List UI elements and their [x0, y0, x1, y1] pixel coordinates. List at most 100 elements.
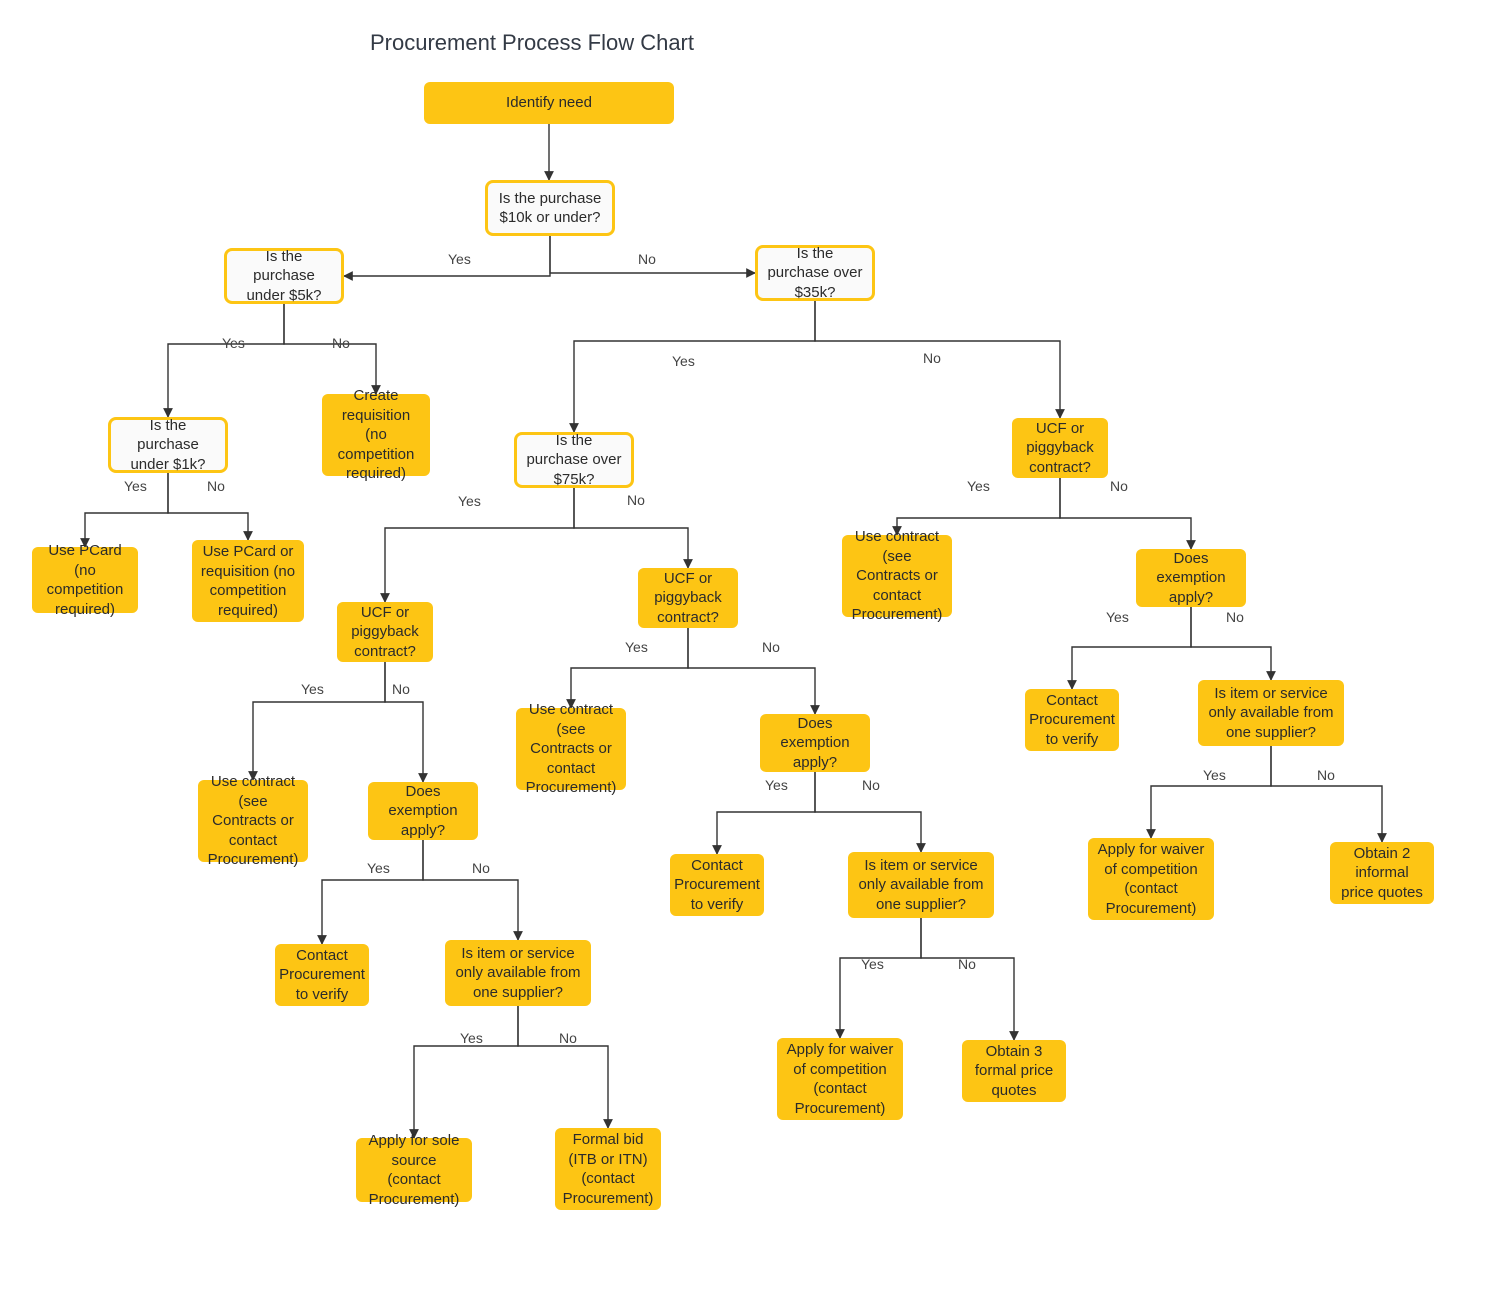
edges-layer	[20, 20, 1500, 1272]
flow-node-label: Is item or service only available from o…	[453, 944, 583, 1003]
flow-node-label: Is the purchase under $5k?	[235, 247, 333, 306]
flow-node-label: Identify need	[506, 93, 592, 113]
flow-node-label: Does exemption apply?	[1144, 549, 1238, 608]
edge-label-n14-n19: Yes	[1106, 609, 1129, 625]
edge-label-n11-n16: No	[392, 681, 410, 697]
edge-label-n14-n20: No	[1226, 609, 1244, 625]
flow-node-label: Does exemption apply?	[768, 714, 862, 773]
flow-node-n10: UCF or piggyback contract?	[1012, 418, 1108, 478]
flow-node-n11: UCF or piggyback contract?	[337, 602, 433, 662]
edge-n11-n16	[385, 662, 423, 782]
edge-label-n24-n28: No	[958, 956, 976, 972]
flow-node-n18: Does exemption apply?	[760, 714, 870, 772]
edge-n20-n26	[1271, 746, 1382, 842]
edge-label-n20-n26: No	[1317, 767, 1335, 783]
edge-label-n18-n23: Yes	[765, 777, 788, 793]
edge-n3-n5	[168, 304, 284, 417]
flow-node-label: Use contract (see Contracts or contact P…	[206, 772, 300, 870]
edge-label-n12-n17: Yes	[625, 639, 648, 655]
flow-node-label: Use contract (see Contracts or contact P…	[850, 527, 944, 625]
flow-node-n21: Contact Procurement to verify	[275, 944, 369, 1006]
flow-node-label: Is item or service only available from o…	[856, 856, 986, 915]
flow-node-label: Apply for waiver of competition (contact…	[785, 1040, 895, 1118]
flow-node-n8: Use PCard or requisition (no competition…	[192, 540, 304, 622]
edge-n3-n6	[284, 304, 376, 394]
flow-node-n26: Obtain 2 informal price quotes	[1330, 842, 1434, 904]
edge-n16-n22	[423, 840, 518, 940]
flow-node-n3: Is the purchase under $5k?	[224, 248, 344, 304]
flow-node-n15: Use contract (see Contracts or contact P…	[198, 780, 308, 862]
flow-node-n16: Does exemption apply?	[368, 782, 478, 840]
edge-label-n20-n25: Yes	[1203, 767, 1226, 783]
edge-label-n9-n11: Yes	[458, 493, 481, 509]
flow-node-n4: Is the purchase over $35k?	[755, 245, 875, 301]
edge-label-n18-n24: No	[862, 777, 880, 793]
flow-node-label: Formal bid (ITB or ITN) (contact Procure…	[563, 1130, 654, 1208]
flow-node-label: Contact Procurement to verify	[279, 946, 365, 1005]
flow-node-label: Contact Procurement to verify	[674, 856, 760, 915]
edge-label-n16-n22: No	[472, 860, 490, 876]
flow-node-label: Contact Procurement to verify	[1029, 691, 1115, 750]
flow-node-n6: Create requisition (no competition requi…	[322, 394, 430, 476]
flow-node-label: Use PCard (no competition required)	[40, 541, 130, 619]
edge-n12-n18	[688, 628, 815, 714]
edge-label-n22-n30: No	[559, 1030, 577, 1046]
flow-node-label: Use contract (see Contracts or contact P…	[524, 700, 618, 798]
flow-node-label: Is the purchase $10k or under?	[496, 189, 604, 228]
edge-n14-n19	[1072, 607, 1191, 689]
flow-node-n25: Apply for waiver of competition (contact…	[1088, 838, 1214, 920]
edge-n24-n28	[921, 918, 1014, 1040]
edge-label-n2-n3: Yes	[448, 251, 471, 267]
flow-node-label: Is the purchase under $1k?	[119, 416, 217, 475]
edge-label-n12-n18: No	[762, 639, 780, 655]
edge-label-n4-n9: Yes	[672, 353, 695, 369]
flow-node-label: Is the purchase over $35k?	[766, 244, 864, 303]
flowchart-canvas: Procurement Process Flow Chart Identify …	[20, 20, 1500, 1272]
edge-label-n5-n8: No	[207, 478, 225, 494]
edge-n11-n15	[253, 662, 385, 780]
edge-label-n24-n27: Yes	[861, 956, 884, 972]
edge-label-n3-n5: Yes	[222, 335, 245, 351]
flow-node-n17: Use contract (see Contracts or contact P…	[516, 708, 626, 790]
flow-node-n12: UCF or piggyback contract?	[638, 568, 738, 628]
flow-node-n20: Is item or service only available from o…	[1198, 680, 1344, 746]
flow-node-label: Is item or service only available from o…	[1206, 684, 1336, 743]
flow-node-n27: Apply for waiver of competition (contact…	[777, 1038, 903, 1120]
flow-node-n28: Obtain 3 formal price quotes	[962, 1040, 1066, 1102]
flow-node-n14: Does exemption apply?	[1136, 549, 1246, 607]
edge-label-n4-n10: No	[923, 350, 941, 366]
edge-n2-n3	[344, 236, 550, 276]
edge-label-n9-n12: No	[627, 492, 645, 508]
flow-node-n9: Is the purchase over $75k?	[514, 432, 634, 488]
flow-node-n1: Identify need	[424, 82, 674, 124]
flow-node-n2: Is the purchase $10k or under?	[485, 180, 615, 236]
flow-node-label: UCF or piggyback contract?	[345, 603, 425, 662]
edge-label-n10-n14: No	[1110, 478, 1128, 494]
chart-title: Procurement Process Flow Chart	[370, 30, 694, 56]
edge-label-n3-n6: No	[332, 335, 350, 351]
flow-node-label: Is the purchase over $75k?	[525, 431, 623, 490]
edge-label-n10-n13: Yes	[967, 478, 990, 494]
edge-label-n2-n4: No	[638, 251, 656, 267]
flow-node-n29: Apply for sole source (contact Procureme…	[356, 1138, 472, 1202]
flow-node-label: UCF or piggyback contract?	[1020, 419, 1100, 478]
flow-node-n23: Contact Procurement to verify	[670, 854, 764, 916]
edge-label-n22-n29: Yes	[460, 1030, 483, 1046]
flow-node-label: Create requisition (no competition requi…	[330, 386, 422, 484]
flow-node-label: Apply for sole source (contact Procureme…	[364, 1131, 464, 1209]
flow-node-n24: Is item or service only available from o…	[848, 852, 994, 918]
flow-node-label: Use PCard or requisition (no competition…	[200, 542, 296, 620]
edge-n22-n30	[518, 1006, 608, 1128]
edge-label-n5-n7: Yes	[124, 478, 147, 494]
flow-node-label: Obtain 2 informal price quotes	[1338, 844, 1426, 903]
edge-n16-n21	[322, 840, 423, 944]
edge-n24-n27	[840, 918, 921, 1038]
flow-node-label: Obtain 3 formal price quotes	[970, 1042, 1058, 1101]
edge-n22-n29	[414, 1006, 518, 1138]
flow-node-label: Apply for waiver of competition (contact…	[1096, 840, 1206, 918]
edge-label-n16-n21: Yes	[367, 860, 390, 876]
edge-n20-n25	[1151, 746, 1271, 838]
flow-node-n7: Use PCard (no competition required)	[32, 547, 138, 613]
flow-node-label: UCF or piggyback contract?	[646, 569, 730, 628]
flow-node-n13: Use contract (see Contracts or contact P…	[842, 535, 952, 617]
